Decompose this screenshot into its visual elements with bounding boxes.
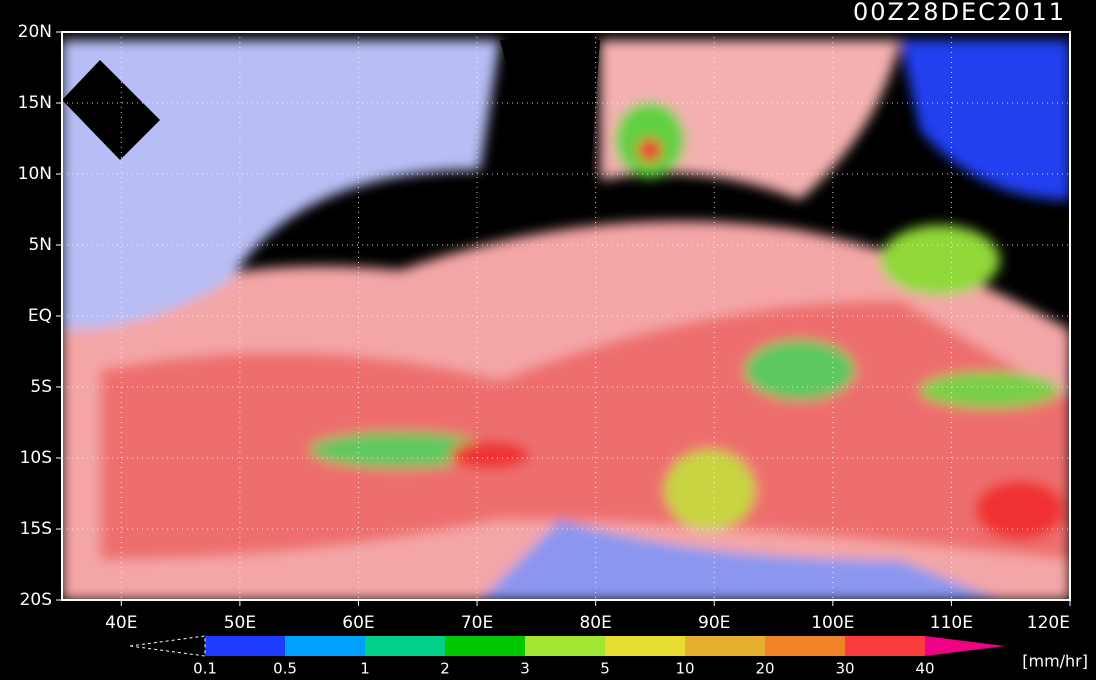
colorbar-unit: [mm/hr] [1022,652,1088,671]
lat-label: 20S [20,590,52,610]
map-title: 00Z28DEC2011 [853,0,1066,26]
lon-label: 40E [105,613,137,633]
colorbar-swatch [205,636,285,656]
lon-label: 110E [930,613,973,633]
colorbar-over [925,636,1005,656]
colorbar-label: 5 [600,660,610,678]
lat-label: 15S [20,519,52,539]
lat-label: 5S [30,377,52,397]
rain-field [62,32,1070,600]
colorbar-label: 0.5 [273,660,297,678]
colorbar-swatch [685,636,765,656]
colorbar-swatch [445,636,525,656]
lat-label: 15N [18,93,52,113]
colorbar-swatch [765,636,845,656]
lon-label: 120E [1027,613,1070,633]
colorbar-label: 3 [520,660,530,678]
lon-label: 100E [811,613,854,633]
colorbar-label: 1 [360,660,370,678]
lat-label: EQ [28,306,52,326]
colorbar-swatch [285,636,365,656]
lon-label: 60E [342,613,374,633]
lon-label: 50E [224,613,256,633]
lon-label: 80E [579,613,611,633]
colorbar-swatch [605,636,685,656]
lat-label: 5N [28,235,52,255]
colorbar-label: 30 [835,660,854,678]
colorbar-under [129,635,206,657]
lat-label: 10N [18,164,52,184]
colorbar-label: 20 [755,660,774,678]
colorbar-label: 40 [915,660,934,678]
lon-label: 70E [461,613,493,633]
lon-label: 90E [698,613,730,633]
colorbar-label: 0.1 [193,660,217,678]
colorbar-label: 10 [675,660,694,678]
lat-label: 20N [18,22,52,42]
lat-label: 10S [20,448,52,468]
colorbar-label: 2 [440,660,450,678]
colorbar-swatch [845,636,925,656]
colorbar-swatch [525,636,605,656]
colorbar-swatch [365,636,445,656]
